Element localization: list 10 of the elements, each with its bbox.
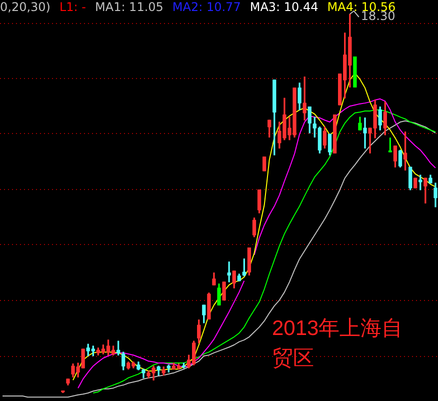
candlestick: [262, 156, 266, 172]
annotation: 2013年上海自贸区: [272, 316, 404, 372]
candlestick: [222, 282, 226, 300]
annotation: 0,20,30): [0, 0, 50, 14]
candlestick: [332, 114, 337, 154]
annotation: MA2: 10.77: [172, 0, 241, 14]
candlestick: [414, 178, 418, 188]
annotation: MA3: 10.44: [250, 0, 318, 14]
annotation: L1: -: [59, 0, 86, 14]
annotation: MA1: 11.05: [95, 0, 164, 14]
